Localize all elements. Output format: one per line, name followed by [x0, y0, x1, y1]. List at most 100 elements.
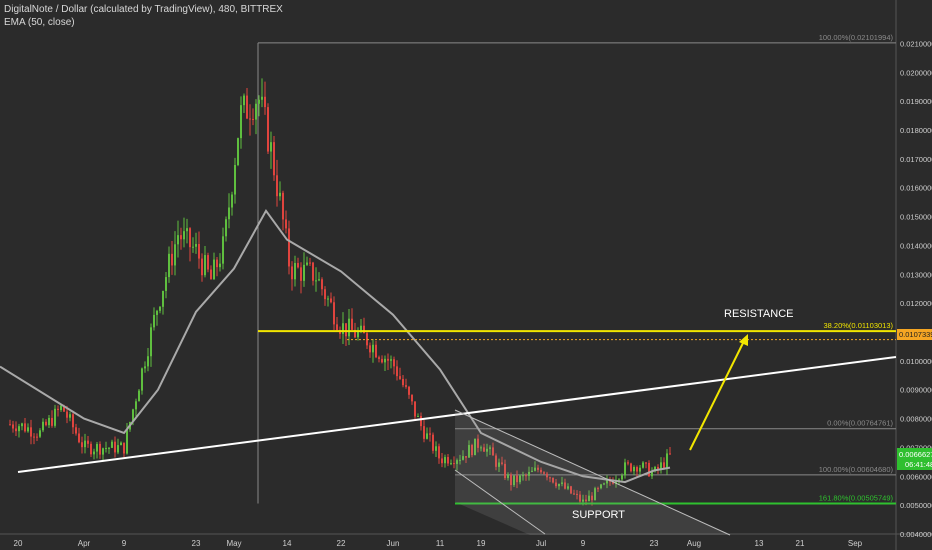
prev-price-tag: 0.01073392 [897, 329, 932, 340]
candle-body [489, 447, 491, 449]
candle-body [285, 219, 287, 229]
candle-body [240, 105, 242, 139]
candle-body [159, 306, 161, 311]
candle-body [546, 473, 548, 478]
candle-body [231, 194, 233, 208]
candle-body [615, 480, 617, 484]
candle-body [156, 310, 158, 315]
candle-body [477, 438, 479, 448]
candle-body [258, 99, 260, 104]
fib-level-label: 100.00%(0.00604680) [819, 465, 894, 474]
fib-level-label: 161.80%(0.00505749) [819, 493, 894, 502]
time-tick-label: 22 [337, 539, 346, 548]
candle-body [210, 269, 212, 280]
ema-line [0, 208, 671, 484]
time-tick-label: Jun [387, 539, 400, 548]
candle-body [423, 426, 425, 439]
candle-body [387, 358, 389, 361]
candle-body [396, 366, 398, 377]
price-tick-label: 0.01200000 [900, 299, 932, 308]
candle-body [132, 409, 134, 423]
price-tick-label: 0.01900000 [900, 97, 932, 106]
candle-body [420, 416, 422, 427]
projection-arrow-head [739, 334, 748, 346]
candle-body [192, 246, 194, 248]
candle-body [633, 466, 635, 472]
candle-body [408, 386, 410, 395]
candle-body [444, 457, 446, 464]
candle-body [168, 253, 170, 278]
candle-body [582, 499, 584, 502]
candle-body [324, 289, 326, 300]
candle-body [111, 441, 113, 448]
candle-body [375, 344, 377, 358]
candle-body [30, 427, 32, 437]
candle-body [657, 466, 659, 469]
fib-level-label: 100.00%(0.02101994) [819, 33, 894, 42]
candle-body [528, 471, 530, 476]
candle-body [495, 455, 497, 467]
candle-body [234, 165, 236, 195]
candle-body [612, 481, 614, 484]
candle-body [501, 462, 503, 464]
candle-body [273, 142, 275, 176]
candle-body [27, 427, 29, 432]
candle-body [267, 107, 269, 152]
candle-body [264, 96, 266, 108]
candle-body [60, 405, 62, 410]
candle-body [162, 290, 164, 307]
candle-body [639, 467, 641, 472]
candle-body [462, 456, 464, 460]
candle-body [237, 138, 239, 166]
candle-body [186, 228, 188, 232]
candle-body [315, 280, 317, 282]
candle-body [270, 142, 272, 152]
candle-body [330, 298, 332, 303]
candle-body [114, 441, 116, 453]
candle-body [78, 433, 80, 443]
candle-body [126, 429, 128, 454]
candle-body [510, 474, 512, 486]
candle-body [573, 493, 575, 495]
candle-body [654, 466, 656, 472]
candle-body [498, 462, 500, 467]
candle-body [603, 483, 605, 485]
candle-body [33, 436, 35, 438]
candle-body [453, 463, 455, 465]
fib-level-label: 38.20%(0.01103013) [824, 321, 894, 330]
candle-body [327, 298, 329, 300]
candle-body [336, 324, 338, 331]
candle-body [522, 475, 524, 477]
candle-body [69, 414, 71, 418]
candle-body [219, 263, 221, 268]
price-tick-label: 0.00800000 [900, 415, 932, 424]
candle-body [597, 488, 599, 490]
candle-body [198, 244, 200, 259]
price-tick-label: 0.01700000 [900, 155, 932, 164]
candle-body [381, 358, 383, 363]
candle-body [96, 443, 98, 452]
candle-body [456, 460, 458, 464]
candle-body [123, 442, 125, 454]
candle-body [570, 486, 572, 494]
candle-body [105, 448, 107, 450]
candle-body [549, 477, 551, 479]
price-tick-label: 0.00400000 [900, 530, 932, 539]
time-axis[interactable]: 20 Apr 9 23 May 14 22 Jun 11 19 Jul 9 23 Aug 13 21 Sep [14, 539, 863, 548]
candle-body [405, 385, 407, 387]
candle-body [399, 376, 401, 379]
time-tick-label: 20 [14, 539, 23, 548]
candle-body [291, 266, 293, 280]
candle-body [303, 264, 305, 281]
channel-lower-line [454, 469, 546, 535]
candle-body [165, 277, 167, 291]
candle-body [36, 436, 38, 438]
candle-body [360, 325, 362, 332]
price-tick-label: 0.01500000 [900, 213, 932, 222]
price-tick-label: 0.02100000 [900, 39, 932, 48]
ascending-trendline [17, 356, 897, 473]
candle-body [348, 318, 350, 337]
candle-body [195, 244, 197, 247]
candle-body [99, 443, 101, 455]
